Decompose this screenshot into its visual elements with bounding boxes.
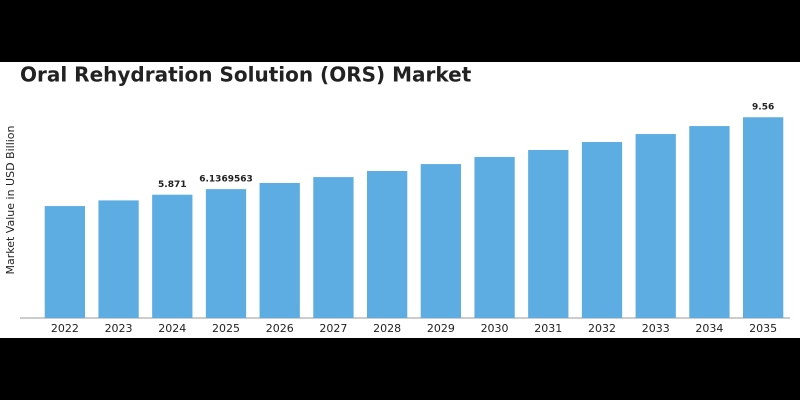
x-tick-label: 2030 [481, 322, 509, 335]
value-label: 9.56 [752, 103, 774, 113]
bar [367, 171, 408, 318]
value-label: 5.871 [158, 180, 186, 190]
bar [581, 142, 623, 318]
bar [98, 200, 139, 318]
x-tick-label: 2032 [588, 322, 616, 335]
y-axis-label: Market Value in USD Billion [4, 125, 17, 274]
bar [420, 164, 461, 318]
x-tick-label: 2027 [319, 322, 347, 335]
x-tick-label: 2022 [51, 322, 79, 335]
bar [152, 194, 193, 318]
x-tick-label: 2025 [212, 322, 240, 335]
x-tick-label: 2035 [749, 322, 777, 335]
x-tick-label: 2028 [373, 322, 401, 335]
bar [205, 189, 247, 318]
bar [528, 150, 569, 318]
bar [474, 156, 515, 318]
x-tick-label: 2034 [695, 322, 723, 335]
chart-title: Oral Rehydration Solution (ORS) Market [20, 63, 472, 87]
bar [44, 206, 85, 318]
bar [743, 117, 784, 319]
x-tick-label: 2026 [266, 322, 294, 335]
bar [689, 126, 730, 318]
x-tick-label: 2029 [427, 322, 455, 335]
x-tick-label: 2033 [642, 322, 670, 335]
bar [313, 177, 354, 318]
x-tick-label: 2024 [158, 322, 186, 335]
bar [259, 182, 300, 318]
bar [635, 134, 676, 318]
value-label: 6.1369563 [199, 175, 253, 185]
x-tick-label: 2023 [105, 322, 133, 335]
x-tick-label: 2031 [534, 322, 562, 335]
